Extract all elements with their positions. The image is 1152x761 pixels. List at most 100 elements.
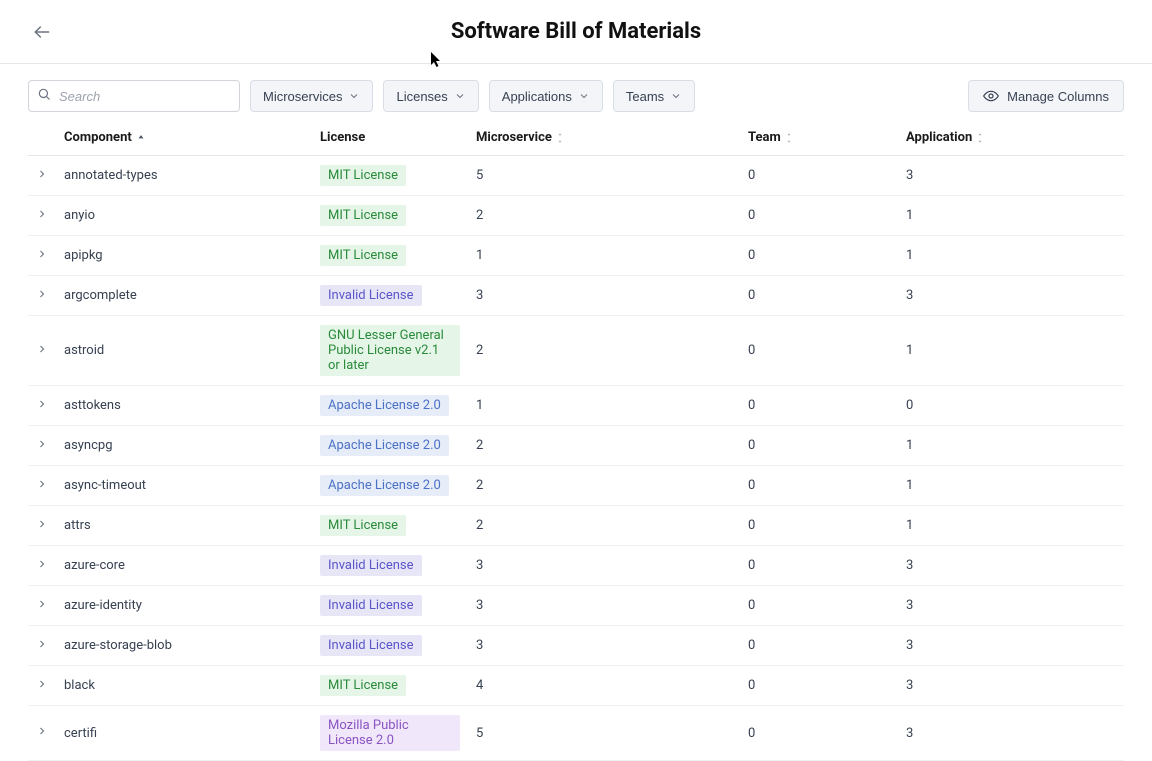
expand-toggle[interactable] [28,196,56,236]
expand-toggle[interactable] [28,546,56,586]
cell-license: MIT License [312,506,468,546]
cell-component: azure-storage-blob [56,626,312,666]
cell-component: asyncpg [56,426,312,466]
cell-component: async-timeout [56,466,312,506]
cell-application: 1 [898,316,1124,386]
cell-team: 0 [740,196,898,236]
cell-microservice: 3 [468,276,740,316]
license-badge: Apache License 2.0 [320,475,449,496]
license-badge: Apache License 2.0 [320,435,449,456]
cell-license: Invalid License [312,626,468,666]
cell-application: 3 [898,546,1124,586]
cell-component: argcomplete [56,276,312,316]
filter-teams[interactable]: Teams [613,80,695,112]
table-row: asyncpg Apache License 2.0 2 0 1 [28,426,1124,466]
cell-license: MIT License [312,156,468,196]
expand-toggle[interactable] [28,466,56,506]
cell-team: 0 [740,466,898,506]
cell-application: 0 [898,386,1124,426]
col-header-team[interactable]: Team [740,120,898,156]
table-row: black MIT License 4 0 3 [28,666,1124,706]
chevron-right-icon [36,558,48,570]
cell-microservice: 4 [468,666,740,706]
filter-label: Teams [626,89,664,104]
cell-application: 1 [898,506,1124,546]
cell-license: MIT License [312,666,468,706]
col-label: Team [748,130,781,145]
chevron-right-icon [36,208,48,220]
cell-microservice: 5 [468,156,740,196]
cell-team: 0 [740,426,898,466]
table-row: azure-core Invalid License 3 0 3 [28,546,1124,586]
filter-label: Licenses [396,89,447,104]
col-header-license[interactable]: License [312,120,468,156]
expand-toggle[interactable] [28,426,56,466]
license-badge: MIT License [320,205,406,226]
cell-license: Apache License 2.0 [312,386,468,426]
col-header-component[interactable]: Component [56,120,312,156]
chevron-right-icon [36,438,48,450]
cell-license: GNU Lesser General Public License v2.1 o… [312,316,468,386]
expand-toggle[interactable] [28,586,56,626]
cell-component: azure-identity [56,586,312,626]
filter-label: Applications [502,89,572,104]
filter-microservices[interactable]: Microservices [250,80,373,112]
expand-toggle[interactable] [28,626,56,666]
cell-component: black [56,666,312,706]
license-badge: GNU Lesser General Public License v2.1 o… [320,325,460,376]
filter-licenses[interactable]: Licenses [383,80,478,112]
cell-license: MIT License [312,196,468,236]
expand-toggle[interactable] [28,276,56,316]
cell-component: annotated-types [56,156,312,196]
cell-microservice: 2 [468,196,740,236]
expand-toggle[interactable] [28,666,56,706]
page-title: Software Bill of Materials [451,19,701,44]
license-badge: Invalid License [320,595,422,616]
chevron-down-icon [670,90,682,102]
expand-toggle[interactable] [28,706,56,761]
chevron-right-icon [36,598,48,610]
table-container: Component License Microservice [0,120,1152,761]
license-badge: MIT License [320,165,406,186]
chevron-right-icon [36,518,48,530]
table-row: certifi Mozilla Public License 2.0 5 0 3 [28,706,1124,761]
chevron-right-icon [36,288,48,300]
expand-toggle[interactable] [28,316,56,386]
cell-microservice: 1 [468,236,740,276]
expand-toggle[interactable] [28,506,56,546]
search-input[interactable] [28,80,240,112]
cell-team: 0 [740,506,898,546]
cell-team: 0 [740,156,898,196]
cell-application: 3 [898,276,1124,316]
chevron-right-icon [36,725,48,737]
table-row: async-timeout Apache License 2.0 2 0 1 [28,466,1124,506]
cell-microservice: 2 [468,426,740,466]
license-badge: Mozilla Public License 2.0 [320,715,460,751]
expand-toggle[interactable] [28,236,56,276]
chevron-right-icon [36,168,48,180]
expand-toggle[interactable] [28,156,56,196]
cell-application: 3 [898,586,1124,626]
cell-license: Invalid License [312,546,468,586]
cell-application: 1 [898,426,1124,466]
expand-toggle[interactable] [28,386,56,426]
cell-application: 1 [898,236,1124,276]
table-row: anyio MIT License 2 0 1 [28,196,1124,236]
cell-microservice: 5 [468,706,740,761]
chevron-right-icon [36,248,48,260]
cell-component: azure-core [56,546,312,586]
cell-microservice: 3 [468,626,740,666]
cell-application: 1 [898,466,1124,506]
table-row: azure-storage-blob Invalid License 3 0 3 [28,626,1124,666]
cell-application: 3 [898,706,1124,761]
filter-applications[interactable]: Applications [489,80,603,112]
sort-asc-icon [136,133,146,143]
cell-application: 1 [898,196,1124,236]
back-button[interactable] [32,22,52,42]
col-header-microservice[interactable]: Microservice [468,120,740,156]
manage-columns-button[interactable]: Manage Columns [968,80,1124,112]
col-header-application[interactable]: Application [898,120,1124,156]
table-row: astroid GNU Lesser General Public Licens… [28,316,1124,386]
license-badge: Invalid License [320,555,422,576]
chevron-down-icon [578,90,590,102]
